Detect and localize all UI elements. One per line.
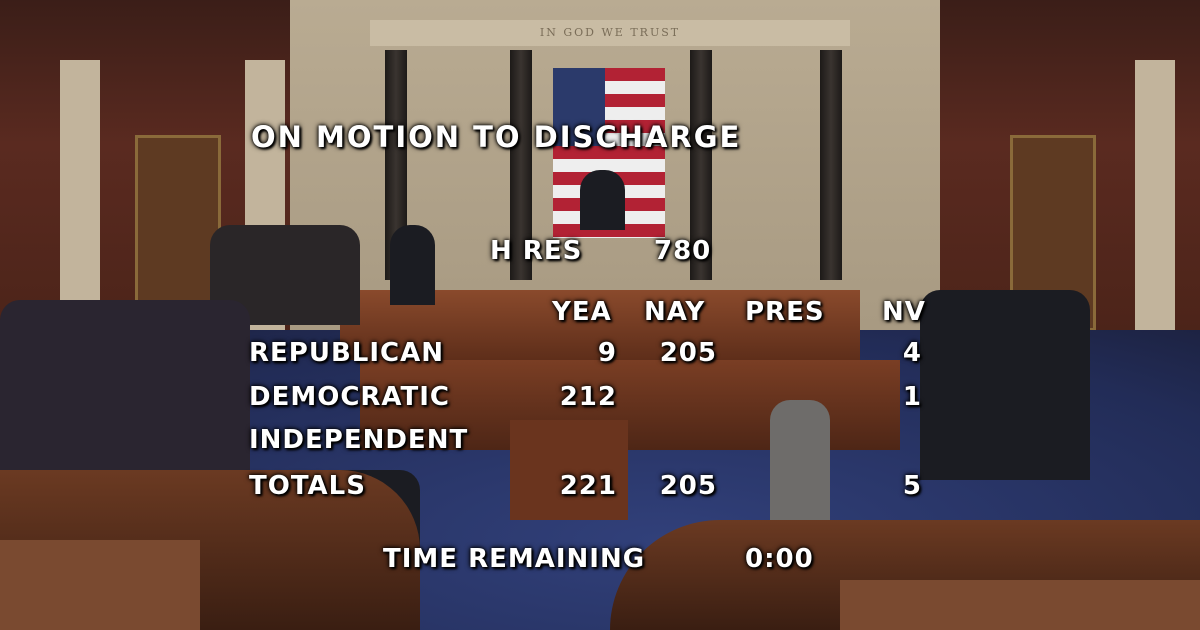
measure-label: H RES [490,236,583,266]
yea-count: 212 [559,382,617,412]
flag-canton [553,68,605,146]
column [510,50,532,280]
frieze-inscription: IN GOD WE TRUST [370,20,850,46]
party-label: REPUBLICAN [249,338,444,368]
podium [510,420,628,520]
people-group [0,300,250,500]
vote-title: ON MOTION TO DISCHARGE [251,120,742,154]
column [385,50,407,280]
column-header-nay: NAY [644,297,706,327]
nay-count: 205 [659,471,717,501]
column-header-pres: PRES [745,297,825,327]
nay-count: 205 [659,338,717,368]
pillar [60,60,100,340]
column [820,50,842,280]
person [580,170,625,230]
desk [840,580,1200,630]
time-remaining-value: 0:00 [745,544,814,574]
party-label: DEMOCRATIC [249,382,451,412]
person [390,225,435,305]
nv-count: 4 [902,338,922,368]
person [770,400,830,530]
desk [0,540,200,630]
pillar [1135,60,1175,340]
nv-count: 1 [902,382,922,412]
party-label: INDEPENDENT [249,425,469,455]
people-group [920,290,1090,480]
time-remaining-label: TIME REMAINING [383,544,646,574]
measure-number: 780 [654,236,712,266]
yea-count: 221 [559,471,617,501]
column-header-nv: NV [882,297,926,327]
party-label: TOTALS [249,471,366,501]
column [690,50,712,280]
yea-count: 9 [597,338,617,368]
nv-count: 5 [902,471,922,501]
column-header-yea: YEA [552,297,612,327]
